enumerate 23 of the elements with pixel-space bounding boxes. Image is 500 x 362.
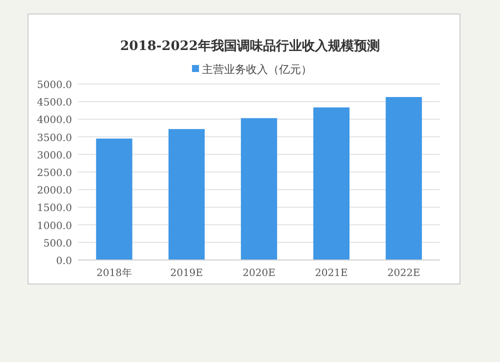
y-tick-label: 4000.0 — [37, 115, 72, 126]
bar — [240, 118, 278, 260]
y-tick-label: 5000.0 — [37, 80, 72, 91]
x-tick-label: 2021E — [315, 268, 348, 279]
y-tick-label: 0.0 — [56, 256, 72, 267]
x-tick-label: 2019E — [170, 268, 203, 279]
y-tick-label: 3500.0 — [37, 132, 72, 144]
x-tick-label: 2018年 — [96, 267, 132, 279]
x-tick-label: 2020E — [242, 268, 276, 279]
y-tick-label: 4500.0 — [37, 98, 72, 109]
y-tick-label: 1000.0 — [37, 220, 72, 232]
y-tick-label: 2000.0 — [37, 186, 72, 197]
bar — [96, 138, 132, 260]
y-tick-label: 2500.0 — [37, 168, 72, 179]
bar — [168, 129, 205, 260]
y-tick-label: 3000.0 — [37, 150, 72, 162]
legend-label: 主营业务收入（亿元） — [202, 63, 312, 76]
bar — [386, 97, 422, 260]
chart-title: 2018-2022年我国调味品行业收入规模预测 — [120, 38, 380, 54]
y-tick-label: 1500.0 — [37, 203, 72, 214]
y-tick-label: 500.0 — [43, 238, 72, 250]
x-tick-label: 2022E — [387, 268, 420, 279]
bar — [313, 107, 350, 260]
